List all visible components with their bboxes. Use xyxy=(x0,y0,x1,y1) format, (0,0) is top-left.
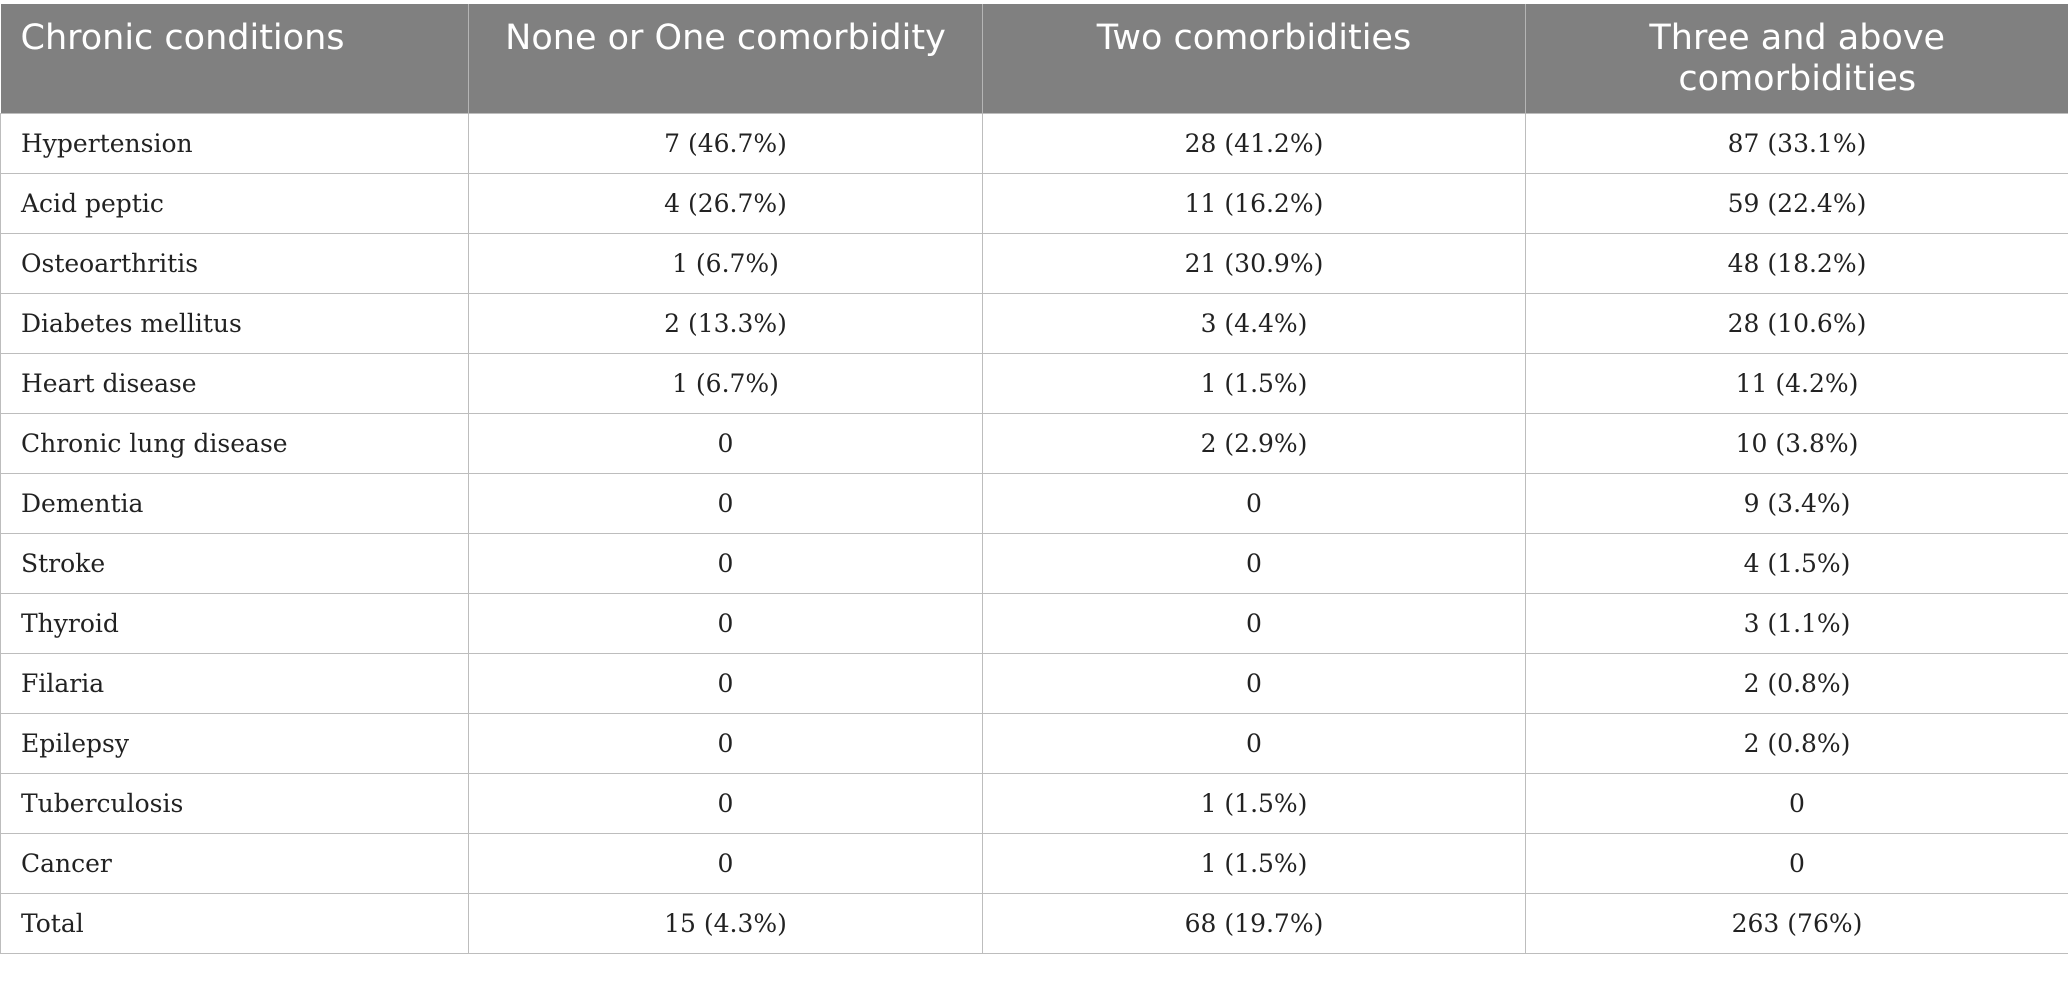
value-cell: 7 (46.7%) xyxy=(468,113,983,174)
value-cell: 28 (41.2%) xyxy=(982,113,1526,174)
header-none-or-one: None or One comorbidity xyxy=(468,4,983,114)
value-cell: 10 (3.8%) xyxy=(1525,413,2068,474)
value-cell: 0 xyxy=(468,413,983,474)
value-cell: 2 (0.8%) xyxy=(1525,713,2068,774)
value-cell: 0 xyxy=(468,833,983,894)
header-chronic-conditions: Chronic conditions xyxy=(0,4,469,114)
condition-cell: Total xyxy=(0,893,469,954)
value-cell: 0 xyxy=(468,593,983,654)
header-label: Three and above comorbidities xyxy=(1649,18,1946,99)
table-row: Epilepsy 0 0 2 (0.8%) xyxy=(0,713,2068,774)
value-cell: 0 xyxy=(982,533,1526,594)
value-cell: 1 (6.7%) xyxy=(468,233,983,294)
condition-cell: Stroke xyxy=(0,533,469,594)
value-cell: 2 (2.9%) xyxy=(982,413,1526,474)
value-cell: 11 (4.2%) xyxy=(1525,353,2068,414)
condition-cell: Hypertension xyxy=(0,113,469,174)
value-cell: 0 xyxy=(468,773,983,834)
table-row: Heart disease 1 (6.7%) 1 (1.5%) 11 (4.2%) xyxy=(0,353,2068,414)
table-row: Diabetes mellitus 2 (13.3%) 3 (4.4%) 28 (10… xyxy=(0,293,2068,354)
value-cell: 0 xyxy=(982,713,1526,774)
value-cell: 3 (4.4%) xyxy=(982,293,1526,354)
value-cell: 21 (30.9%) xyxy=(982,233,1526,294)
value-cell: 2 (0.8%) xyxy=(1525,653,2068,714)
value-cell: 0 xyxy=(468,473,983,534)
value-cell: 0 xyxy=(982,473,1526,534)
value-cell: 4 (1.5%) xyxy=(1525,533,2068,594)
value-cell: 3 (1.1%) xyxy=(1525,593,2068,654)
condition-cell: Heart disease xyxy=(0,353,469,414)
value-cell: 0 xyxy=(1525,833,2068,894)
table-row: Filaria 0 0 2 (0.8%) xyxy=(0,653,2068,714)
table-row: Stroke 0 0 4 (1.5%) xyxy=(0,533,2068,594)
header-two: Two comorbidities xyxy=(982,4,1526,114)
condition-cell: Thyroid xyxy=(0,593,469,654)
condition-cell: Epilepsy xyxy=(0,713,469,774)
value-cell: 0 xyxy=(468,653,983,714)
table-row: Total 15 (4.3%) 68 (19.7%) 263 (76%) xyxy=(0,893,2068,954)
condition-cell: Chronic lung disease xyxy=(0,413,469,474)
condition-cell: Cancer xyxy=(0,833,469,894)
value-cell: 263 (76%) xyxy=(1525,893,2068,954)
header-row: Chronic conditions None or One comorbidi… xyxy=(0,4,2068,114)
value-cell: 0 xyxy=(982,653,1526,714)
header-label: None or One comorbidity xyxy=(505,18,946,58)
value-cell: 11 (16.2%) xyxy=(982,173,1526,234)
table-row: Dementia 0 0 9 (3.4%) xyxy=(0,473,2068,534)
value-cell: 1 (6.7%) xyxy=(468,353,983,414)
header-label: Chronic conditions xyxy=(20,18,345,58)
header-label: Two comorbidities xyxy=(1096,18,1412,58)
table-row: Cancer 0 1 (1.5%) 0 xyxy=(0,833,2068,894)
comorbidity-table: Chronic conditions None or One comorbidi… xyxy=(0,4,2068,954)
condition-cell: Tuberculosis xyxy=(0,773,469,834)
value-cell: 9 (3.4%) xyxy=(1525,473,2068,534)
header-three-and-above: Three and above comorbidities xyxy=(1525,4,2068,114)
condition-cell: Filaria xyxy=(0,653,469,714)
table-row: Osteoarthritis 1 (6.7%) 21 (30.9%) 48 (18.2… xyxy=(0,233,2068,294)
value-cell: 1 (1.5%) xyxy=(982,833,1526,894)
value-cell: 87 (33.1%) xyxy=(1525,113,2068,174)
value-cell: 59 (22.4%) xyxy=(1525,173,2068,234)
condition-cell: Dementia xyxy=(0,473,469,534)
table-row: Tuberculosis 0 1 (1.5%) 0 xyxy=(0,773,2068,834)
value-cell: 48 (18.2%) xyxy=(1525,233,2068,294)
value-cell: 1 (1.5%) xyxy=(982,353,1526,414)
table-row: Hypertension 7 (46.7%) 28 (41.2%) 87 (33.1%… xyxy=(0,113,2068,174)
condition-cell: Diabetes mellitus xyxy=(0,293,469,354)
table-row: Thyroid 0 0 3 (1.1%) xyxy=(0,593,2068,654)
value-cell: 0 xyxy=(1525,773,2068,834)
value-cell: 1 (1.5%) xyxy=(982,773,1526,834)
value-cell: 4 (26.7%) xyxy=(468,173,983,234)
table-body: Hypertension 7 (46.7%) 28 (41.2%) 87 (33.1%… xyxy=(0,113,2068,954)
value-cell: 0 xyxy=(982,593,1526,654)
table-row: Acid peptic 4 (26.7%) 11 (16.2%) 59 (22.4%) xyxy=(0,173,2068,234)
table-header: Chronic conditions None or One comorbidi… xyxy=(0,4,2068,114)
value-cell: 0 xyxy=(468,713,983,774)
value-cell: 15 (4.3%) xyxy=(468,893,983,954)
table-row: Chronic lung disease 0 2 (2.9%) 10 (3.8%) xyxy=(0,413,2068,474)
condition-cell: Osteoarthritis xyxy=(0,233,469,294)
condition-cell: Acid peptic xyxy=(0,173,469,234)
value-cell: 28 (10.6%) xyxy=(1525,293,2068,354)
value-cell: 68 (19.7%) xyxy=(982,893,1526,954)
value-cell: 0 xyxy=(468,533,983,594)
value-cell: 2 (13.3%) xyxy=(468,293,983,354)
comorbidity-table-container: Chronic conditions None or One comorbidi… xyxy=(0,4,2068,954)
